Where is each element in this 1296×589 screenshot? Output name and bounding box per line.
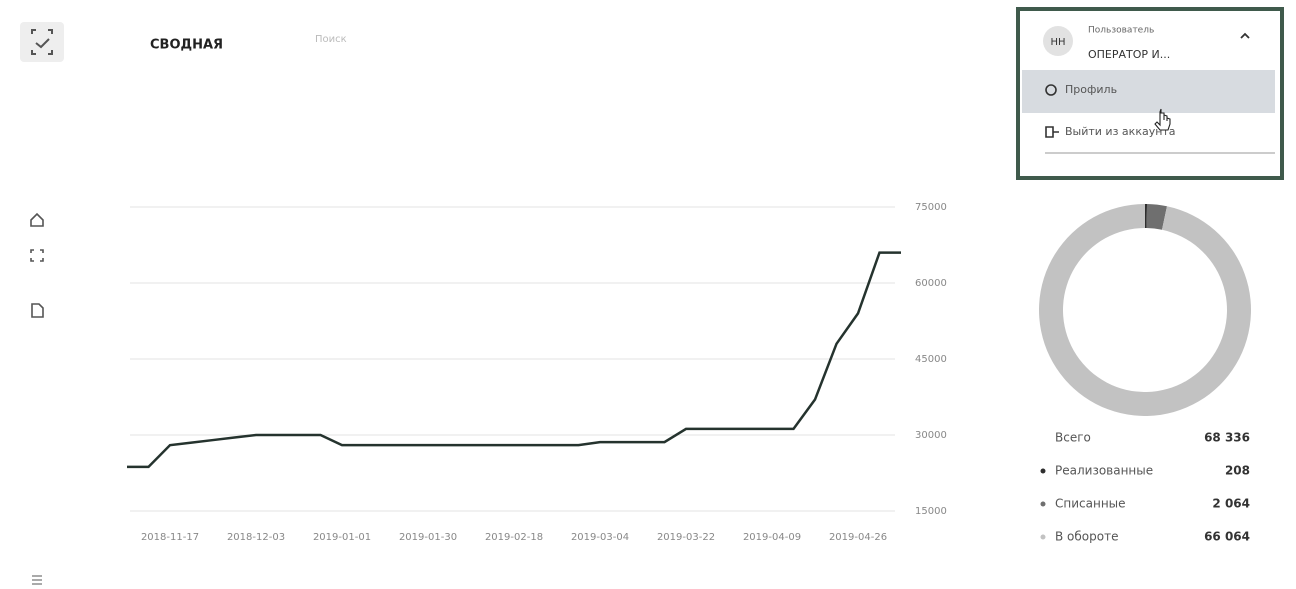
donut-slice [1145, 204, 1148, 229]
legend-value: 2 064 [1212, 497, 1250, 511]
cursor [1154, 108, 1171, 131]
x-tick-label: 2019-03-04 [571, 532, 629, 543]
x-tick-label: 2019-03-22 [657, 532, 715, 543]
document-icon[interactable] [31, 303, 44, 318]
x-tick-label: 2019-01-30 [399, 532, 457, 543]
user-role: Пользователь [1088, 26, 1154, 36]
logout-icon [1045, 126, 1059, 138]
x-tick-label: 2019-01-01 [313, 532, 371, 543]
menu-profile[interactable]: Профиль [1065, 83, 1117, 96]
menu-logout[interactable]: Выйти из аккаунта [1065, 125, 1176, 138]
y-tick-label: 15000 [915, 506, 947, 517]
legend-value: 208 [1225, 464, 1250, 478]
tab-search[interactable]: Поиск [315, 34, 347, 45]
y-tick-label: 30000 [915, 430, 947, 441]
x-tick-label: 2018-12-03 [227, 532, 285, 543]
profile-icon [1045, 84, 1057, 96]
home-icon[interactable] [30, 212, 44, 227]
x-tick-label: 2019-02-18 [485, 532, 543, 543]
donut-chart: Всего 68 336 Реализованные 208 Списанные 2 06… [1039, 204, 1251, 544]
x-tick-label: 2019-04-09 [743, 532, 801, 543]
user-name: ОПЕРАТОР И... [1088, 48, 1170, 61]
y-tick-label: 60000 [915, 278, 947, 289]
y-tick-label: 45000 [915, 354, 947, 365]
donut-slice [1146, 204, 1167, 230]
legend-marker [1040, 501, 1046, 507]
legend-value: 66 064 [1204, 530, 1250, 544]
x-tick-label: 2018-11-17 [141, 532, 199, 543]
avatar[interactable] [1043, 26, 1073, 56]
line-chart: 15000 30000 45000 60000 75000 2018-11-17 2018-… [127, 202, 947, 543]
y-tick-label: 75000 [915, 202, 947, 213]
menu-item-highlight [1022, 70, 1275, 113]
scan-icon[interactable] [30, 249, 44, 262]
collapse-icon[interactable] [1240, 32, 1250, 39]
menu-icon[interactable] [32, 575, 42, 585]
legend-label: Списанные [1055, 497, 1126, 511]
legend-label: В обороте [1055, 530, 1118, 544]
line-series [127, 251, 901, 469]
x-tick-label: 2019-04-26 [829, 532, 887, 543]
logo-box[interactable] [20, 22, 64, 62]
donut-slice [1039, 204, 1251, 416]
legend-label: Реализованные [1055, 464, 1153, 478]
tab-summary[interactable]: СВОДНАЯ [150, 38, 223, 53]
legend-marker [1040, 468, 1046, 474]
total-value: 68 336 [1204, 431, 1250, 445]
legend-marker [1040, 534, 1046, 540]
avatar-initials: НН [1050, 37, 1065, 48]
logo-icon [31, 29, 53, 55]
total-title: Всего [1055, 431, 1091, 445]
